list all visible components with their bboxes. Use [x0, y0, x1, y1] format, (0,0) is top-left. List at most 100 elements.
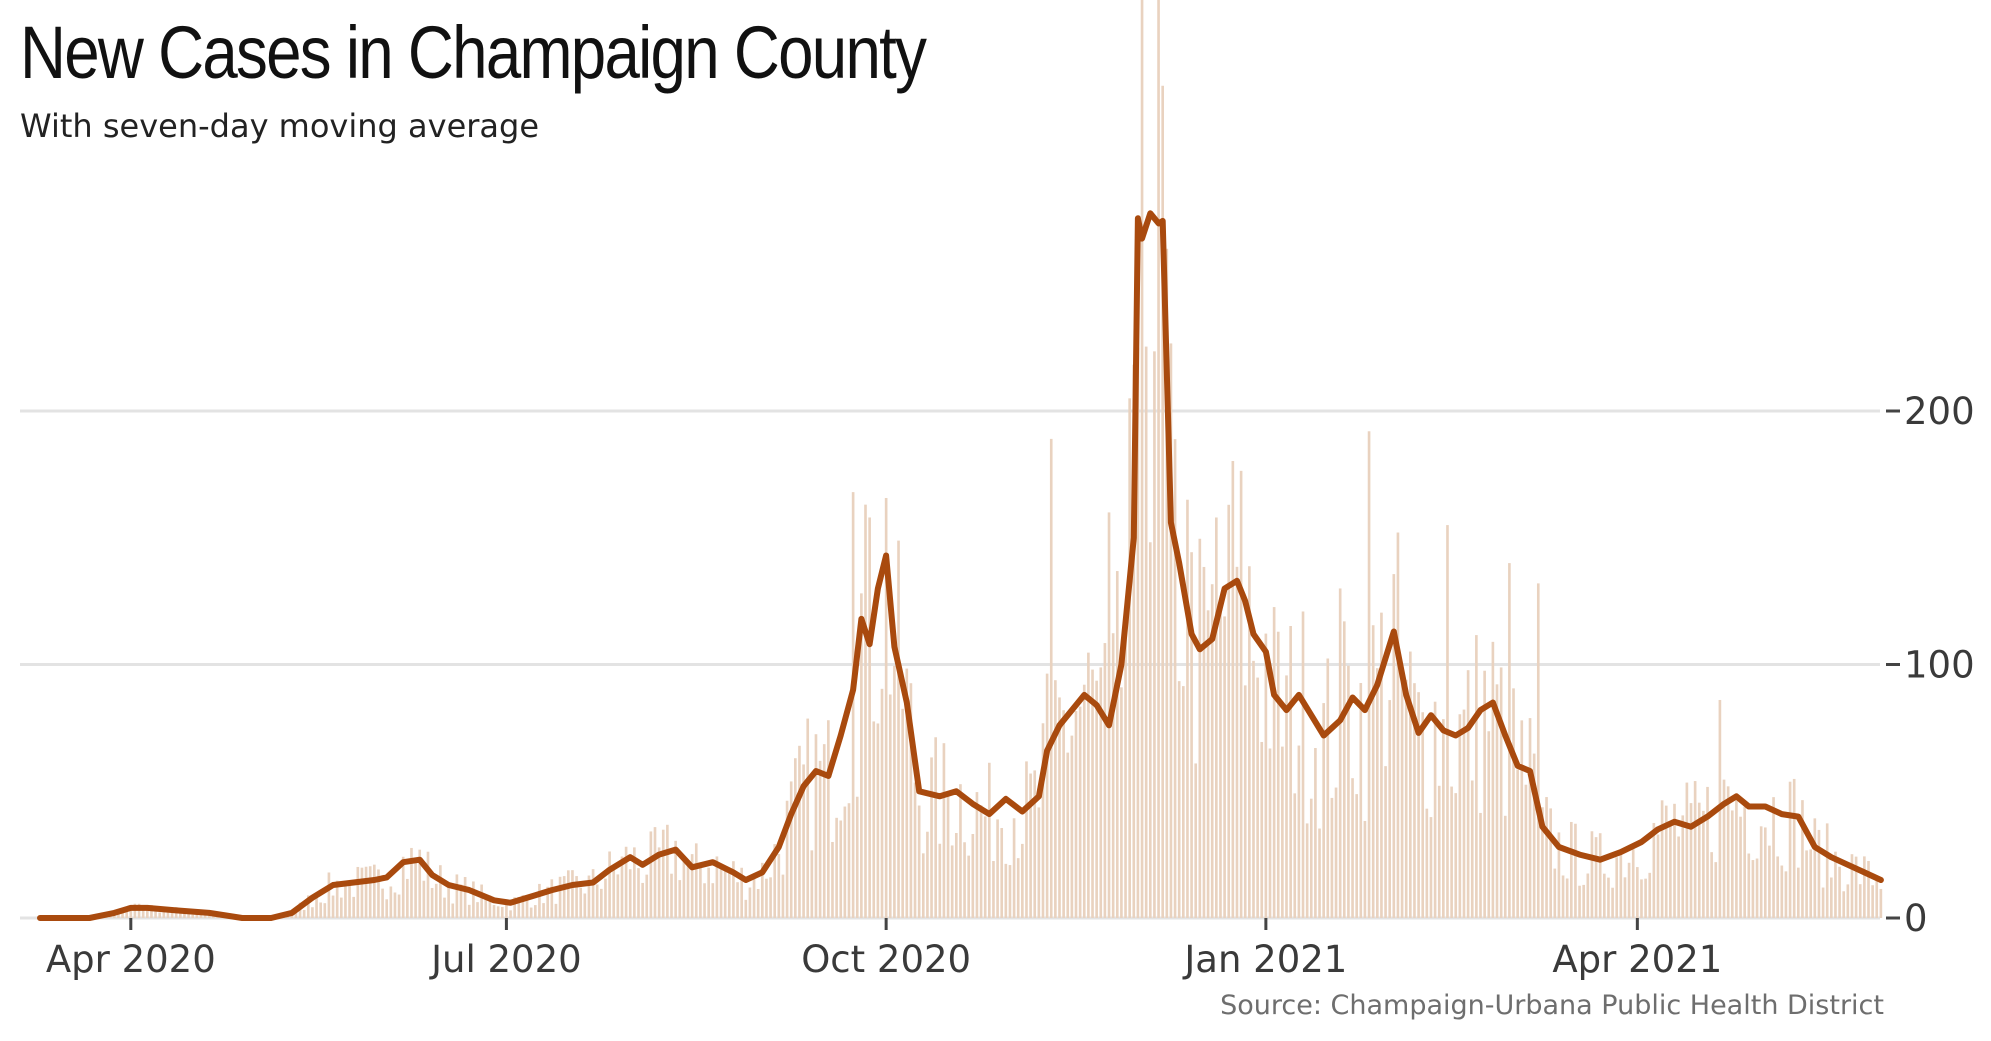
daily-case-bar — [959, 784, 962, 918]
daily-case-bar — [1462, 709, 1466, 918]
daily-case-bar — [1875, 880, 1879, 918]
daily-case-bar — [1268, 748, 1272, 918]
daily-case-bar — [1755, 858, 1759, 918]
daily-case-bar — [633, 847, 636, 918]
daily-case-bar — [1879, 888, 1883, 918]
daily-case-bar — [426, 851, 430, 918]
daily-case-bar — [459, 884, 463, 918]
daily-case-bar — [1153, 351, 1156, 919]
daily-case-bar — [562, 876, 566, 918]
daily-case-bar — [670, 873, 673, 918]
daily-case-bar — [166, 910, 170, 918]
daily-case-bar — [1417, 692, 1420, 918]
daily-case-bar — [546, 886, 549, 918]
daily-case-bar — [827, 720, 830, 918]
daily-case-bar — [141, 909, 145, 918]
daily-case-bar — [1578, 885, 1581, 918]
daily-case-bar — [1260, 741, 1264, 918]
daily-case-bar — [451, 903, 455, 918]
daily-case-bar — [909, 683, 913, 918]
daily-case-bar — [727, 871, 731, 918]
daily-case-bar — [1722, 779, 1726, 918]
daily-case-bar — [1532, 753, 1536, 918]
daily-case-bar — [414, 862, 417, 918]
daily-case-bar — [1066, 752, 1070, 918]
daily-case-bar — [893, 665, 896, 918]
daily-case-bar — [443, 897, 446, 918]
daily-case-bar — [571, 870, 574, 918]
daily-case-bar — [162, 911, 166, 918]
daily-case-bar — [1392, 574, 1396, 918]
daily-case-bar — [1792, 778, 1796, 918]
daily-case-bar — [125, 908, 128, 918]
daily-case-bar — [439, 865, 442, 918]
daily-case-bar — [1000, 828, 1004, 918]
daily-case-bar — [686, 860, 690, 918]
daily-case-bar — [1479, 812, 1482, 918]
daily-case-bar — [1871, 885, 1874, 918]
daily-case-bar — [480, 884, 483, 918]
daily-case-bar — [1409, 651, 1412, 918]
daily-case-bar — [1309, 798, 1313, 918]
daily-case-bar — [1751, 860, 1755, 918]
daily-case-bar — [542, 903, 545, 918]
daily-case-bar — [1623, 877, 1627, 918]
daily-case-bar — [975, 792, 979, 918]
daily-case-bar — [397, 894, 401, 918]
daily-case-bar — [1169, 343, 1173, 918]
daily-case-bar — [1276, 631, 1280, 918]
daily-case-bar — [1442, 719, 1445, 918]
daily-case-bar — [521, 895, 525, 918]
daily-case-bar — [1569, 821, 1573, 918]
daily-case-bar — [988, 762, 991, 918]
daily-case-bar — [1499, 667, 1503, 918]
daily-case-bar — [1161, 85, 1164, 918]
daily-case-bar — [637, 868, 640, 918]
daily-case-bar — [1182, 686, 1185, 918]
daily-case-bar — [377, 869, 380, 918]
daily-case-bar — [1305, 823, 1309, 918]
daily-case-bar — [373, 864, 376, 918]
daily-case-bar — [855, 796, 859, 918]
daily-case-bar — [773, 844, 777, 918]
daily-case-bar — [195, 913, 199, 918]
daily-case-bar — [612, 865, 616, 918]
daily-case-bar — [707, 867, 710, 918]
daily-case-bar — [389, 886, 393, 918]
daily-case-bar — [1466, 670, 1470, 918]
daily-case-bar — [1603, 873, 1606, 918]
daily-case-bar — [789, 781, 793, 918]
daily-case-bar — [690, 854, 694, 918]
daily-case-bar — [1136, 347, 1140, 919]
daily-case-bar — [839, 820, 843, 918]
y-tick-label-0: 0 — [1904, 897, 1928, 940]
daily-case-bar — [884, 497, 888, 918]
daily-case-bar — [1673, 803, 1676, 918]
daily-case-bar — [1607, 877, 1610, 918]
daily-case-bar — [1706, 786, 1709, 918]
daily-case-bar — [1099, 667, 1103, 918]
daily-case-bar — [1437, 785, 1441, 918]
daily-case-bar — [1124, 633, 1127, 918]
daily-case-bar — [756, 889, 760, 918]
daily-case-bar — [876, 723, 880, 918]
daily-case-bar — [1454, 793, 1458, 918]
daily-case-bar — [1062, 710, 1065, 918]
daily-case-bar — [1867, 860, 1870, 918]
daily-case-bar — [740, 867, 743, 918]
daily-case-bar — [447, 886, 450, 918]
daily-case-bar — [1425, 808, 1429, 918]
daily-case-bar — [868, 517, 871, 918]
daily-case-bar — [1334, 787, 1338, 918]
daily-case-bar — [1714, 862, 1718, 918]
x-tick-label-1: Jul 2020 — [429, 938, 582, 981]
daily-case-bar — [529, 907, 533, 918]
daily-case-bar — [1801, 800, 1804, 918]
daily-case-bar — [1231, 461, 1235, 918]
daily-case-bar — [1186, 499, 1189, 918]
daily-case-bar — [1202, 566, 1206, 918]
daily-case-bar — [158, 912, 162, 918]
daily-case-bar — [1314, 748, 1317, 918]
daily-case-bar — [748, 887, 752, 918]
daily-case-bar — [703, 883, 706, 918]
